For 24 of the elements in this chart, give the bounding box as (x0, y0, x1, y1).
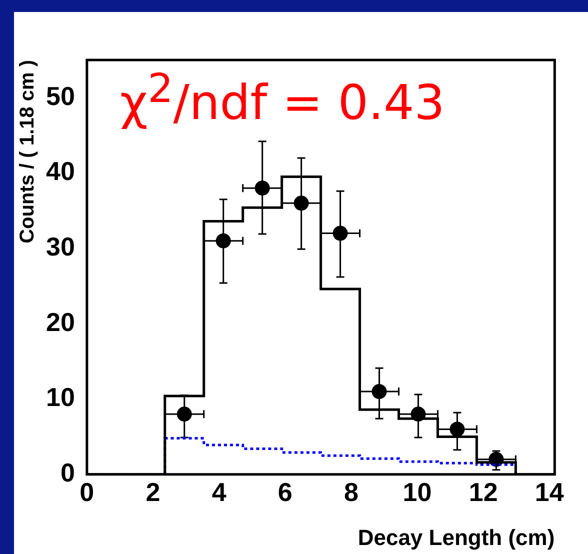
x-tick-label: 12 (468, 477, 498, 508)
x-tick-label: 4 (212, 477, 227, 508)
y-tick-label: 50 (46, 80, 75, 111)
y-tick-label: 10 (46, 382, 75, 412)
y-tick-label: 40 (46, 156, 75, 186)
point (176, 406, 192, 422)
x-tick-label: 2 (146, 477, 160, 508)
point (372, 384, 387, 400)
x-tick-label: 14 (534, 477, 564, 508)
x-tick-label: 8 (344, 477, 358, 508)
point (254, 180, 270, 196)
x-axis-title: Decay Length (cm) (358, 524, 555, 550)
x-tick-label: 0 (80, 477, 94, 508)
x-tick-label: 6 (278, 477, 292, 508)
y-axis-title: Counts / ( 1.18 cm ) (16, 60, 39, 244)
point (216, 233, 231, 248)
point (294, 196, 309, 211)
y-tick-label: 0 (60, 458, 75, 488)
point (332, 226, 348, 241)
x-tick-label: 10 (402, 477, 432, 508)
y-tick-label: 30 (46, 232, 75, 262)
annotation: χ$^{2}$/ndf = 0.43 (120, 66, 445, 131)
y-tick-label: 20 (46, 306, 75, 337)
point (450, 422, 465, 437)
